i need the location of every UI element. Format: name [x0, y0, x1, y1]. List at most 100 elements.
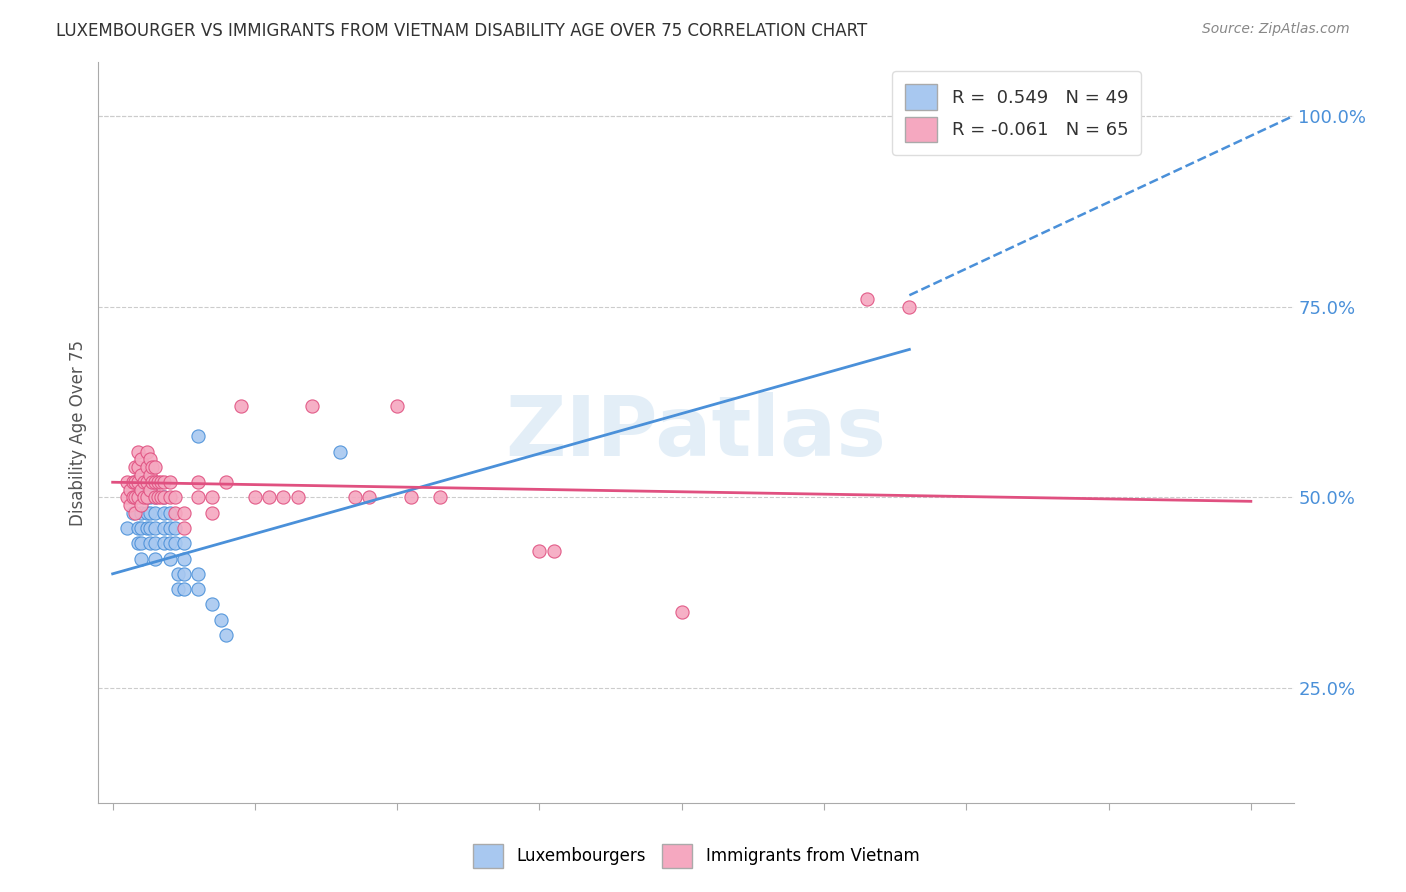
Point	[138, 475, 160, 490]
Point	[357, 491, 380, 505]
Point	[153, 506, 176, 520]
Point	[143, 475, 166, 490]
Point	[138, 483, 160, 497]
Point	[124, 475, 146, 490]
Point	[148, 475, 170, 490]
Point	[127, 475, 149, 490]
Point	[129, 491, 152, 505]
Point	[143, 551, 166, 566]
Point	[127, 536, 149, 550]
Point	[143, 506, 166, 520]
Point	[124, 460, 146, 475]
Point	[301, 399, 323, 413]
Point	[167, 566, 190, 581]
Point	[115, 475, 138, 490]
Point	[148, 491, 170, 505]
Point	[165, 521, 187, 535]
Point	[127, 521, 149, 535]
Point	[141, 460, 163, 475]
Point	[138, 452, 160, 467]
Point	[129, 452, 152, 467]
Point	[173, 506, 195, 520]
Point	[135, 460, 157, 475]
Point	[173, 582, 195, 596]
Point	[138, 491, 160, 505]
Point	[153, 536, 176, 550]
Point	[138, 506, 160, 520]
Point	[159, 506, 181, 520]
Point	[150, 491, 173, 505]
Point	[129, 521, 152, 535]
Point	[257, 491, 280, 505]
Point	[855, 292, 877, 306]
Point	[159, 551, 181, 566]
Point	[159, 491, 181, 505]
Point	[150, 475, 173, 490]
Point	[138, 521, 160, 535]
Point	[129, 475, 152, 490]
Point	[165, 491, 187, 505]
Point	[118, 498, 141, 512]
Point	[124, 491, 146, 505]
Point	[138, 467, 160, 482]
Point	[143, 521, 166, 535]
Point	[135, 491, 157, 505]
Point	[165, 536, 187, 550]
Point	[143, 475, 166, 490]
Point	[287, 491, 309, 505]
Point	[124, 506, 146, 520]
Point	[121, 475, 143, 490]
Point	[898, 300, 921, 314]
Point	[124, 475, 146, 490]
Point	[429, 491, 451, 505]
Point	[187, 582, 209, 596]
Point	[159, 475, 181, 490]
Point	[135, 491, 157, 505]
Point	[173, 566, 195, 581]
Y-axis label: Disability Age Over 75: Disability Age Over 75	[69, 340, 87, 525]
Point	[187, 491, 209, 505]
Point	[141, 475, 163, 490]
Point	[343, 491, 366, 505]
Point	[243, 491, 266, 505]
Point	[187, 566, 209, 581]
Point	[143, 491, 166, 505]
Point	[143, 536, 166, 550]
Point	[153, 521, 176, 535]
Point	[129, 551, 152, 566]
Point	[187, 475, 209, 490]
Point	[129, 498, 152, 512]
Point	[273, 491, 295, 505]
Point	[124, 491, 146, 505]
Point	[115, 491, 138, 505]
Point	[135, 521, 157, 535]
Text: LUXEMBOURGER VS IMMIGRANTS FROM VIETNAM DISABILITY AGE OVER 75 CORRELATION CHART: LUXEMBOURGER VS IMMIGRANTS FROM VIETNAM …	[56, 22, 868, 40]
Point	[129, 483, 152, 497]
Point	[159, 536, 181, 550]
Point	[121, 491, 143, 505]
Point	[118, 483, 141, 497]
Point	[329, 444, 352, 458]
Point	[187, 429, 209, 443]
Point	[153, 491, 176, 505]
Point	[671, 605, 693, 619]
Point	[135, 475, 157, 490]
Point	[127, 444, 149, 458]
Point	[165, 506, 187, 520]
Point	[201, 506, 224, 520]
Point	[385, 399, 409, 413]
Point	[209, 613, 232, 627]
Point	[129, 536, 152, 550]
Text: ZIPatlas: ZIPatlas	[506, 392, 886, 473]
Point	[173, 536, 195, 550]
Point	[132, 475, 155, 490]
Point	[215, 628, 238, 642]
Point	[115, 521, 138, 535]
Point	[159, 521, 181, 535]
Point	[229, 399, 252, 413]
Point	[132, 491, 155, 505]
Point	[215, 475, 238, 490]
Point	[173, 551, 195, 566]
Point	[201, 598, 224, 612]
Point	[135, 506, 157, 520]
